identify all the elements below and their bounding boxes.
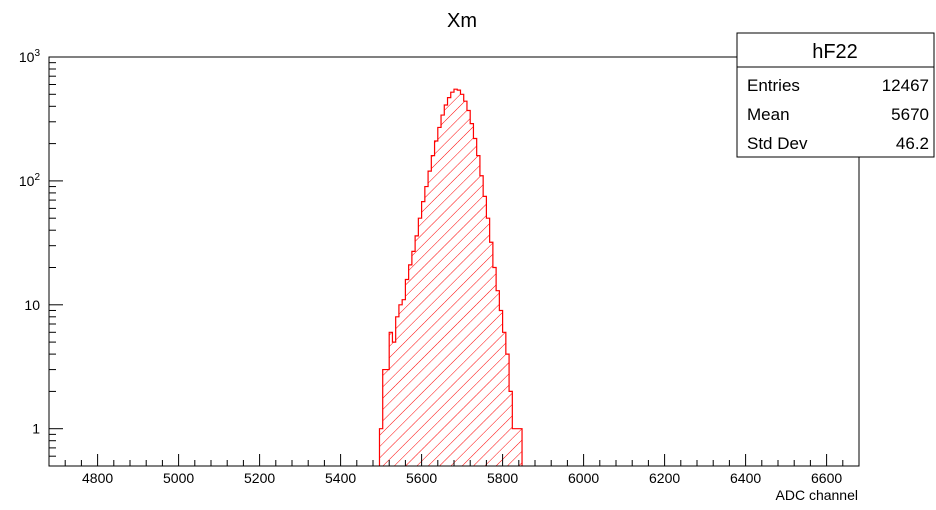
histogram-bin	[415, 235, 419, 466]
x-tick-label: 6400	[730, 470, 761, 486]
y-tick-label: 1	[32, 421, 40, 437]
histogram-bin	[418, 218, 422, 466]
histogram-bin	[476, 155, 480, 466]
histogram-bin	[441, 115, 445, 466]
histogram-bin	[454, 89, 458, 466]
histogram-bin	[450, 92, 454, 466]
histogram-bin	[382, 369, 386, 466]
x-tick-label: 5800	[487, 470, 518, 486]
histogram-bin	[431, 155, 435, 466]
histogram-bin	[395, 316, 399, 466]
histogram-bin	[428, 171, 432, 466]
x-axis-label: ADC channel	[776, 487, 859, 503]
y-tick-label: 103	[19, 48, 41, 65]
histogram-bin	[505, 354, 510, 466]
histogram-bin	[389, 332, 393, 466]
y-tick-exponent: 3	[34, 48, 40, 59]
stats-value-mean: 5670	[891, 105, 929, 124]
histogram-bin	[402, 299, 406, 466]
histogram-bin	[486, 218, 490, 466]
x-tick-label: 6600	[811, 470, 842, 486]
histogram-bin	[437, 127, 442, 466]
histogram-bin	[408, 264, 412, 466]
x-tick-label: 4800	[82, 470, 113, 486]
histogram-bin	[512, 428, 516, 466]
histogram-bin	[518, 428, 523, 466]
stats-label-stddev: Std Dev	[747, 134, 808, 153]
histogram-bars	[378, 88, 523, 466]
histogram-bin	[492, 267, 497, 466]
histogram-bin	[421, 201, 425, 466]
stats-box-title: hF22	[812, 41, 858, 63]
histogram-bin	[473, 138, 477, 466]
histogram-bin	[496, 290, 500, 466]
y-axis: 1 10 102 103	[19, 48, 63, 467]
stats-label-entries: Entries	[747, 76, 800, 95]
x-tick-label: 5600	[406, 470, 437, 486]
y-tick-exponent: 2	[34, 172, 40, 183]
histogram-bin	[385, 369, 390, 466]
histogram-bin	[424, 186, 429, 466]
histogram-bin	[434, 140, 438, 466]
histogram-bin	[502, 332, 506, 466]
histogram-bin	[470, 123, 474, 466]
histogram-bin	[460, 94, 464, 466]
histogram-bin	[479, 175, 484, 466]
histogram-bin	[405, 279, 409, 466]
histogram-bin	[466, 110, 471, 466]
histogram-bin	[489, 242, 493, 466]
histogram-bin	[463, 101, 467, 466]
histogram-bin	[392, 342, 396, 466]
histogram-bin	[444, 104, 448, 466]
x-axis: 4800 5000 5200 5400 5600 5800 6000 6200 6400 6600	[48, 454, 860, 486]
stats-box-frame	[736, 32, 935, 158]
x-tick-label: 6000	[568, 470, 599, 486]
histogram-bin	[379, 428, 383, 466]
histogram-outline	[378, 88, 523, 466]
histogram-bin	[515, 428, 519, 466]
histogram-bin	[457, 90, 461, 466]
stats-value-entries: 12467	[882, 76, 929, 95]
histogram-bin	[411, 251, 416, 466]
stats-label-mean: Mean	[747, 105, 790, 124]
histogram-bin	[398, 304, 403, 466]
x-tick-label: 5400	[325, 470, 356, 486]
histogram-bin	[483, 196, 487, 466]
x-tick-label: 5000	[163, 470, 194, 486]
histogram-bin	[499, 310, 503, 466]
stats-value-stddev: 46.2	[896, 134, 929, 153]
stats-box: hF22 Entries 12467 Mean 5670 Std Dev 46.…	[736, 32, 935, 158]
y-tick-label: 102	[19, 172, 41, 189]
x-tick-label: 5200	[244, 470, 275, 486]
chart-title: Xm	[447, 10, 477, 32]
histogram-bin	[447, 97, 451, 466]
y-tick-label: 10	[24, 297, 40, 313]
x-tick-label: 6200	[649, 470, 680, 486]
histogram-bin	[509, 391, 513, 466]
